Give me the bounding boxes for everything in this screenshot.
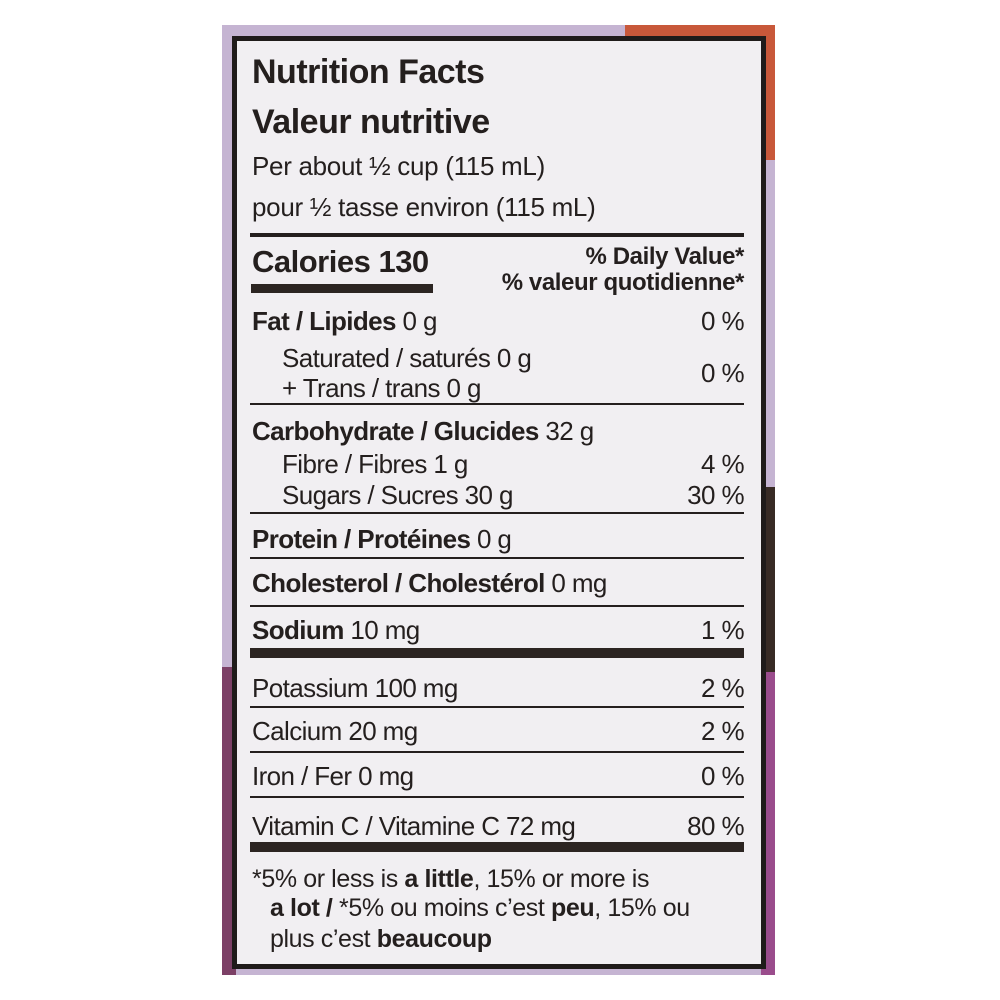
cholesterol-amount: 0 mg [544, 568, 607, 598]
thick-bar-sodium [250, 648, 744, 658]
serving-size-en: Per about ½ cup (115 mL) [252, 151, 545, 181]
row-protein: Protein / Protéines 0 g [252, 526, 744, 552]
nutrition-facts-label: Nutrition Facts Valeur nutritive Per abo… [232, 36, 766, 969]
fibre-line: Fibre / Fibres 1 g [282, 449, 468, 479]
footnote-bold-a-little: a little [404, 865, 474, 893]
protein-name: Protein / Protéines [252, 524, 471, 554]
row-saturated-trans: Saturated / saturés 0 g + Trans / trans … [282, 343, 745, 403]
footnote-text: *5% ou moins c’est [339, 894, 551, 922]
row-fat: Fat / Lipides 0 g 0 % [252, 306, 745, 336]
protein-amount: 0 g [470, 524, 512, 554]
footnote-line-1: *5% or less is a little, 15% or more is [252, 865, 744, 894]
footnote-line-2: a lot / *5% ou moins c’est peu, 15% ou [270, 894, 744, 923]
iron-line: Iron / Fer 0 mg [252, 761, 414, 791]
row-cholesterol: Cholesterol / Cholestérol 0 mg [252, 570, 744, 596]
daily-value-header-fr: % valeur quotidienne* [501, 269, 745, 296]
calories-value: Calories 130 [252, 244, 429, 279]
separator-calcium [250, 751, 744, 753]
sugars-percent: 30 % [687, 480, 744, 510]
row-sugars: Sugars / Sucres 30 g 30 % [282, 480, 745, 510]
separator-carbohydrate [250, 512, 744, 514]
separator-protein [250, 557, 744, 559]
footnote-text: , 15% ou [594, 894, 690, 922]
footnote-text: *5% or less is [252, 865, 405, 893]
vitamin-c-line: Vitamin C / Vitamine C 72 mg [252, 811, 576, 841]
footnote-text: , 15% or more is [473, 865, 650, 893]
sugars-line: Sugars / Sucres 30 g [282, 480, 513, 510]
vitamin-c-percent: 80 % [687, 811, 744, 841]
footnote-line-3: plus c’est beaucoup [270, 925, 744, 954]
footnote-bold-a-lot: a lot / [270, 894, 340, 922]
row-iron: Iron / Fer 0 mg 0 % [252, 761, 745, 791]
fat-amount: 0 g [395, 306, 438, 336]
footnote-text: plus c’est [270, 925, 377, 953]
daily-value-header-en: % Daily Value* [585, 243, 745, 270]
footnote-bold-beaucoup: beaucoup [376, 925, 492, 953]
cholesterol-name: Cholesterol / Cholestérol [252, 568, 545, 598]
fat-name: Fat / Lipides [252, 306, 396, 336]
separator-header [250, 233, 744, 237]
calcium-percent: 2 % [700, 716, 745, 746]
label-title-fr: Valeur nutritive [252, 103, 490, 141]
package-photo-background: Nutrition Facts Valeur nutritive Per abo… [222, 25, 775, 975]
separator-cholesterol [250, 605, 744, 607]
separator-potassium [250, 706, 744, 708]
footnote-bold-peu: peu [550, 894, 595, 922]
potassium-line: Potassium 100 mg [252, 673, 458, 703]
calories-underline [251, 284, 433, 293]
fat-percent: 0 % [700, 306, 745, 336]
row-vitamin-c: Vitamin C / Vitamine C 72 mg 80 % [252, 811, 745, 841]
sodium-name: Sodium [252, 615, 344, 645]
carbohydrate-name: Carbohydrate / Glucides [252, 416, 539, 446]
row-potassium: Potassium 100 mg 2 % [252, 673, 745, 703]
trans-fat-line: + Trans / trans 0 g [282, 373, 481, 403]
thick-bar-vitamin-c [250, 842, 744, 852]
sodium-amount: 10 mg [343, 615, 420, 645]
saturated-fat-line: Saturated / saturés 0 g [282, 343, 532, 373]
separator-fat [250, 403, 744, 405]
separator-iron [250, 796, 744, 798]
sodium-percent: 1 % [700, 615, 745, 645]
label-title-en: Nutrition Facts [252, 53, 485, 91]
saturated-trans-percent: 0 % [700, 358, 745, 388]
row-carbohydrate: Carbohydrate / Glucides 32 g [252, 418, 744, 444]
potassium-percent: 2 % [700, 673, 745, 703]
fibre-percent: 4 % [700, 449, 745, 479]
carbohydrate-amount: 32 g [538, 416, 594, 446]
serving-size-fr: pour ½ tasse environ (115 mL) [252, 192, 596, 222]
row-calcium: Calcium 20 mg 2 % [252, 716, 745, 746]
calcium-line: Calcium 20 mg [252, 716, 418, 746]
row-sodium: Sodium 10 mg 1 % [252, 615, 745, 645]
row-fibre: Fibre / Fibres 1 g 4 % [282, 449, 745, 479]
iron-percent: 0 % [700, 761, 745, 791]
